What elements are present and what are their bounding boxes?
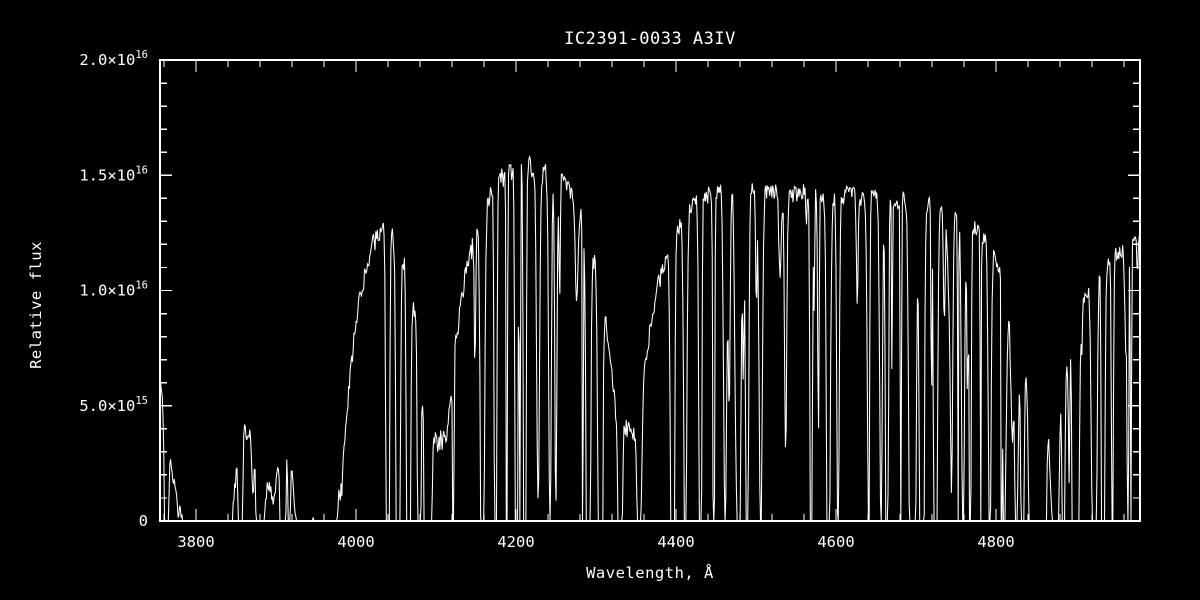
y-tick-label: 1.0×1016 — [79, 280, 148, 300]
y-tick-label: 0 — [139, 512, 148, 530]
y-tick-label: 2.0×1016 — [79, 49, 148, 69]
x-tick-label: 3800 — [177, 533, 214, 551]
spectrum-trace — [160, 154, 1140, 521]
x-tick-label: 4200 — [497, 533, 534, 551]
x-tick-label: 4400 — [657, 533, 694, 551]
x-axis-ticks — [163, 60, 1125, 521]
x-tick-label: 4800 — [977, 533, 1014, 551]
x-axis-tick-labels: 3800 4000 4200 4400 4600 4800 — [177, 533, 1014, 551]
y-axis-ticks — [160, 59, 1140, 522]
x-axis-title: Wavelength, Å — [586, 563, 714, 582]
x-tick-label: 4600 — [817, 533, 854, 551]
y-axis-tick-labels: 0 5.0×1015 1.0×1016 1.5×1016 2.0×1016 — [79, 49, 148, 530]
x-tick-label: 4000 — [337, 533, 374, 551]
y-axis-title: Relative flux — [27, 241, 45, 369]
y-tick-label: 1.5×1016 — [79, 164, 148, 184]
page-title: IC2391-0033 A3IV — [564, 29, 736, 49]
plot-frame — [159, 59, 1141, 522]
y-tick-label: 5.0×1015 — [79, 395, 148, 415]
